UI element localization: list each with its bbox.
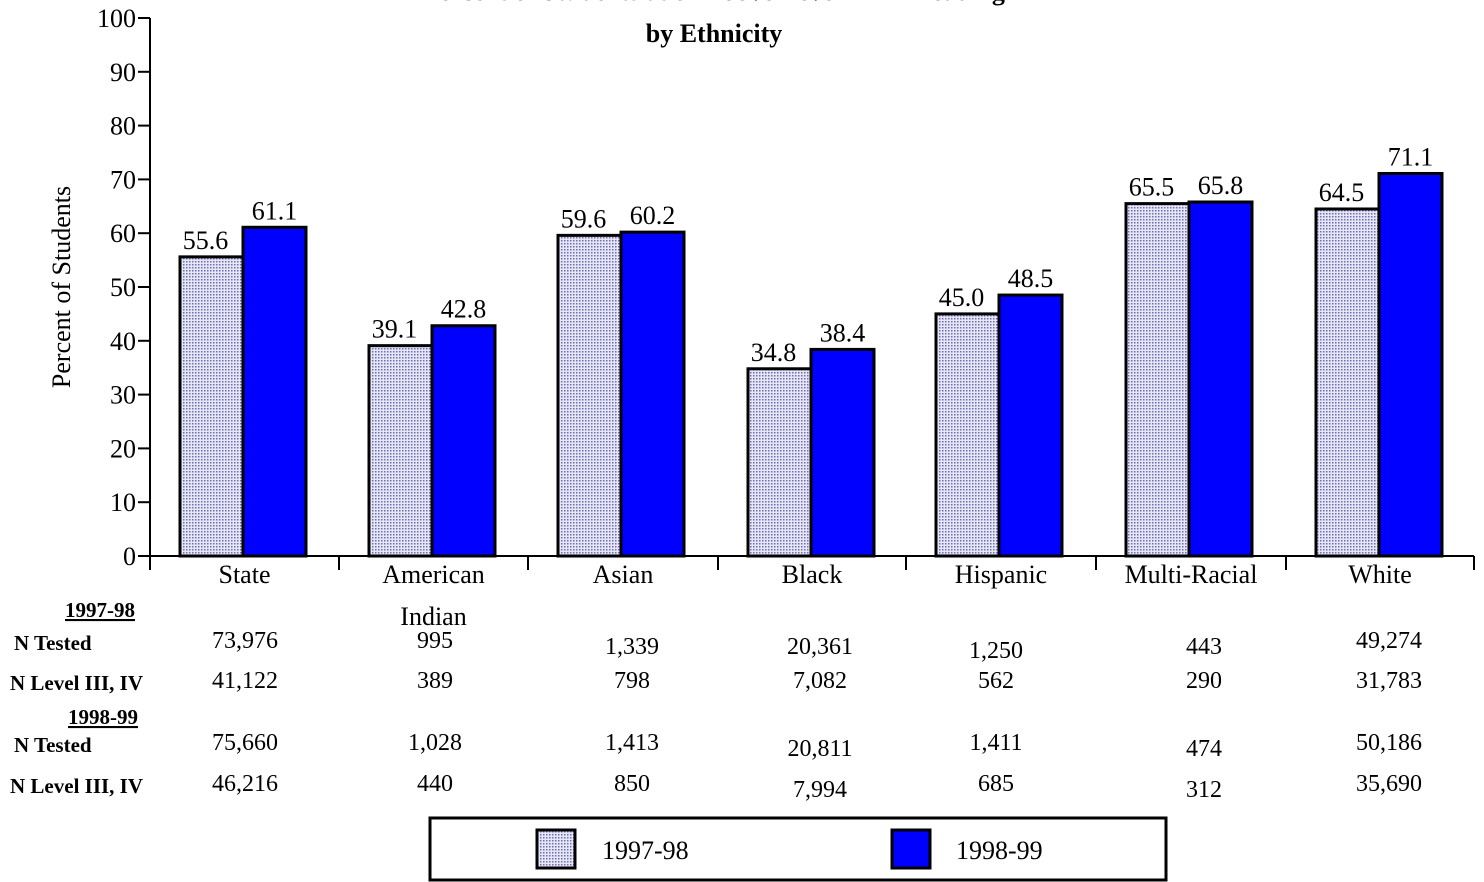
- table-cell: 1,413: [605, 730, 659, 756]
- bars: 55.6 61.1 39.1 42.8 59.6 60.2 34.8 38.4 45.0 48.5…: [178, 142, 1444, 558]
- table-section-header: 1998-99: [68, 705, 138, 729]
- bar-value-label: 48.5: [1008, 264, 1054, 293]
- table-section-header: 1997-98: [65, 598, 135, 622]
- table-cell: 1,028: [408, 730, 462, 756]
- table-row-label: N Tested: [14, 631, 92, 655]
- bar-1997-98: [178, 255, 245, 558]
- table-cell: 50,186: [1356, 730, 1422, 756]
- bar-1997-98: [934, 312, 1001, 558]
- table-cell: 562: [978, 668, 1014, 694]
- x-axis: State American Indian Asian Black Hispanic Mul…: [149, 555, 1475, 631]
- table-cell: 75,660: [212, 730, 278, 756]
- table-cell: 73,976: [212, 628, 278, 654]
- table-cell: 1,250: [969, 638, 1023, 664]
- chart-title-line: by Ethnicity: [646, 19, 783, 48]
- bar-value-label: 59.6: [561, 204, 607, 233]
- table-cell: 474: [1186, 736, 1222, 762]
- table-cell: 31,783: [1356, 668, 1422, 694]
- table-cell: 20,361: [787, 634, 853, 660]
- table-row-label: N Level III, IV: [10, 774, 143, 798]
- bar-value-label: 34.8: [751, 338, 797, 367]
- legend-swatch: [535, 828, 577, 870]
- table-row-label: N Tested: [14, 733, 92, 757]
- y-tick-label: 60: [110, 219, 136, 248]
- bar-value-label: 39.1: [372, 315, 418, 344]
- table-cell: 995: [417, 628, 453, 654]
- table-cell: 798: [614, 668, 650, 694]
- table-cell: 7,082: [793, 668, 847, 694]
- chart-title-line: Percent of Students at or Above Level II…: [423, 0, 1005, 6]
- legend: 1997-98 1998-99: [428, 816, 1168, 882]
- x-category-label: Multi-Racial: [1125, 560, 1258, 589]
- bar-value-label: 65.8: [1198, 171, 1244, 200]
- bar-1998-99: [241, 225, 308, 558]
- table-cell: 46,216: [212, 771, 278, 797]
- y-tick-label: 40: [110, 327, 136, 356]
- y-tick-label: 80: [110, 112, 136, 141]
- table-cell: 685: [978, 771, 1014, 797]
- y-tick-label: 90: [110, 58, 136, 87]
- table-cell: 49,274: [1356, 628, 1422, 654]
- y-tick-label: 50: [110, 273, 136, 302]
- y-tick-label: 10: [110, 488, 136, 517]
- bar-1998-99: [809, 347, 876, 558]
- bar-value-label: 61.1: [252, 196, 298, 225]
- y-axis: 0 10 20 30 40 50 60 70 80 90 100 Percent of Student…: [47, 4, 151, 571]
- table-cell: 35,690: [1356, 771, 1422, 797]
- x-category-label: Hispanic: [955, 560, 1047, 589]
- x-category-label: Indian: [400, 602, 466, 631]
- bar-1997-98: [746, 367, 813, 558]
- x-category-label: Asian: [593, 560, 654, 589]
- legend-label: 1998-99: [956, 836, 1043, 865]
- y-tick-label: 0: [123, 542, 136, 571]
- bar-1997-98: [367, 344, 434, 558]
- table-cell: 20,811: [787, 736, 852, 762]
- y-tick-label: 70: [110, 165, 136, 194]
- bar-1997-98: [1124, 202, 1191, 558]
- bar-value-label: 45.0: [939, 283, 985, 312]
- table-cell: 290: [1186, 668, 1222, 694]
- bar-1998-99: [1377, 171, 1444, 558]
- bar-1998-99: [997, 293, 1064, 558]
- table-cell: 1,339: [605, 634, 659, 660]
- bar-value-label: 55.6: [183, 226, 229, 255]
- x-category-label: Black: [782, 560, 843, 589]
- table-cell: 1,411: [969, 730, 1022, 756]
- bar-value-label: 65.5: [1129, 173, 1175, 202]
- y-tick-label: 20: [110, 434, 136, 463]
- table-cell: 850: [614, 771, 650, 797]
- table-cell: 41,122: [212, 668, 278, 694]
- y-tick-label: 100: [97, 4, 136, 33]
- x-category-label: State: [219, 560, 271, 589]
- bar-value-label: 38.4: [820, 318, 866, 347]
- x-category-label: American: [382, 560, 485, 589]
- table-row-label: N Level III, IV: [10, 671, 143, 695]
- table-cell: 312: [1186, 777, 1222, 803]
- data-table: 1997-98 N Tested 73,976 995 1,339 20,361 1,250…: [10, 598, 1422, 803]
- legend-swatch: [890, 828, 932, 870]
- bar-value-label: 71.1: [1388, 142, 1434, 171]
- table-cell: 389: [417, 668, 453, 694]
- bar-value-label: 60.2: [630, 201, 676, 230]
- y-tick-label: 30: [110, 381, 136, 410]
- x-category-label: White: [1348, 560, 1412, 589]
- bar-value-label: 42.8: [441, 295, 487, 324]
- table-cell: 443: [1186, 634, 1222, 660]
- bar-1998-99: [619, 230, 686, 558]
- bar-1997-98: [1314, 207, 1381, 558]
- bar-value-label: 64.5: [1319, 178, 1365, 207]
- bar-1997-98: [556, 233, 623, 558]
- chart-title: Percent of Students at or Above Level II…: [423, 0, 1005, 48]
- y-axis-label: Percent of Students: [47, 186, 76, 388]
- bar-1998-99: [1187, 200, 1254, 558]
- table-cell: 440: [417, 771, 453, 797]
- bar-1998-99: [430, 324, 497, 558]
- table-cell: 7,994: [793, 777, 847, 803]
- legend-label: 1997-98: [602, 836, 689, 865]
